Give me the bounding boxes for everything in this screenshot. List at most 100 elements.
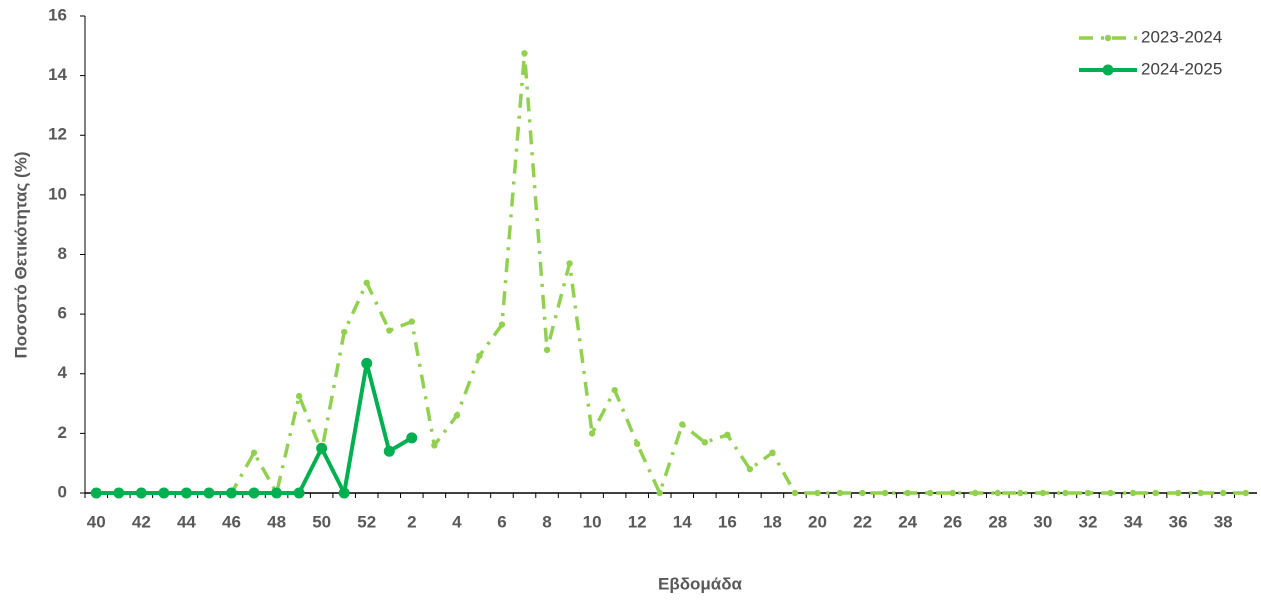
point — [769, 449, 776, 456]
legend-marker — [1104, 34, 1112, 42]
point — [859, 489, 866, 497]
point — [926, 489, 934, 497]
point — [1197, 489, 1204, 497]
point — [203, 487, 215, 499]
point — [1039, 489, 1047, 497]
point — [881, 489, 889, 497]
point — [1242, 489, 1249, 497]
point — [250, 449, 258, 456]
point — [543, 346, 551, 354]
legend-marker — [1102, 64, 1114, 76]
x-tick-label: 34 — [1124, 512, 1143, 531]
point — [949, 489, 956, 497]
y-tick-label: 14 — [48, 65, 67, 84]
point — [611, 386, 618, 394]
y-tick-label: 6 — [58, 304, 67, 323]
point — [453, 412, 461, 419]
x-tick-label: 4 — [452, 512, 462, 531]
y-tick-label: 10 — [48, 184, 67, 203]
x-tick-label: 6 — [497, 512, 506, 531]
point — [656, 489, 663, 497]
point — [363, 279, 370, 287]
point — [180, 487, 192, 499]
point — [791, 489, 799, 497]
point — [724, 431, 731, 439]
point — [1219, 489, 1227, 497]
point — [588, 430, 596, 437]
x-tick-label: 22 — [853, 512, 872, 531]
point — [226, 487, 237, 499]
point — [679, 421, 686, 428]
x-tick-label: 24 — [898, 512, 917, 531]
x-tick-label: 16 — [718, 512, 737, 531]
x-tick-label: 26 — [943, 512, 962, 531]
point — [1152, 489, 1159, 497]
point — [113, 487, 125, 499]
x-tick-label: 18 — [763, 512, 782, 531]
x-tick-label: 52 — [357, 512, 376, 531]
series-line — [96, 51, 1246, 495]
point — [972, 489, 979, 497]
point — [701, 439, 709, 446]
x-tick-label: 32 — [1079, 512, 1098, 531]
y-tick-label: 16 — [48, 5, 67, 24]
x-axis-label: Εβδομάδα — [658, 574, 743, 593]
point — [836, 489, 844, 497]
x-tick-label: 8 — [542, 512, 551, 531]
point — [340, 328, 348, 336]
y-tick-label: 12 — [48, 125, 67, 144]
point — [293, 487, 305, 499]
legend-label: 2023-2024 — [1141, 27, 1222, 46]
point — [1084, 489, 1092, 497]
point — [338, 487, 350, 499]
point — [814, 489, 821, 497]
x-tick-label: 44 — [177, 512, 196, 531]
y-axis-label: Ποσοστό Θετικότητας (%) — [11, 152, 30, 359]
x-tick-label: 14 — [673, 512, 692, 531]
series-line — [96, 361, 413, 495]
point — [406, 432, 418, 444]
legend-label: 2024-2025 — [1141, 59, 1222, 78]
point — [271, 487, 283, 499]
x-tick-label: 48 — [267, 512, 286, 531]
x-tick-label: 46 — [222, 512, 241, 531]
point — [248, 487, 260, 499]
y-tick-label: 8 — [58, 244, 67, 263]
point — [386, 327, 393, 334]
point — [521, 50, 528, 57]
y-tick-label: 4 — [58, 363, 68, 382]
point — [135, 487, 147, 499]
point — [476, 352, 483, 360]
x-tick-label: 50 — [312, 512, 331, 531]
point — [158, 487, 170, 499]
x-tick-label: 42 — [132, 512, 151, 531]
y-tick-label: 0 — [58, 482, 67, 501]
x-tick-label: 38 — [1214, 512, 1233, 531]
x-tick-label: 36 — [1169, 512, 1188, 531]
point — [383, 445, 395, 457]
point — [295, 392, 303, 400]
x-tick-label: 30 — [1033, 512, 1052, 531]
point — [746, 465, 754, 473]
point — [1017, 489, 1024, 497]
point — [431, 442, 438, 449]
y-tick-label: 2 — [58, 423, 67, 442]
x-tick-label: 40 — [87, 512, 106, 531]
point — [316, 442, 328, 454]
point — [1062, 489, 1069, 497]
point — [1174, 489, 1182, 497]
point — [408, 318, 416, 325]
point — [633, 440, 641, 448]
point — [1129, 489, 1137, 497]
x-tick-label: 10 — [583, 512, 602, 531]
point — [1107, 489, 1114, 497]
point — [498, 321, 506, 328]
point — [994, 489, 1002, 497]
x-tick-label: 20 — [808, 512, 827, 531]
point — [566, 260, 573, 267]
point — [904, 489, 911, 497]
point — [361, 357, 373, 369]
x-tick-label: 2 — [407, 512, 416, 531]
x-tick-label: 28 — [988, 512, 1007, 531]
